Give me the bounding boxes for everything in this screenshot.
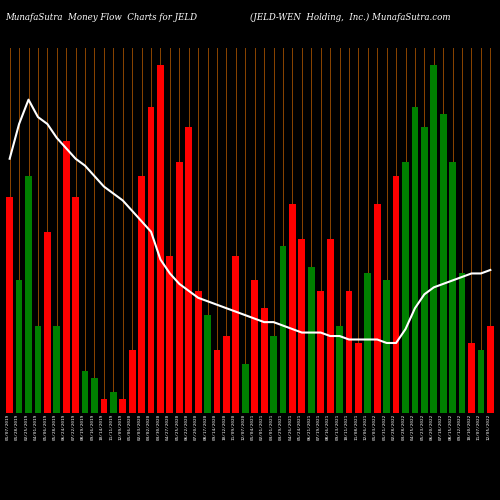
Bar: [421, 128, 428, 412]
Bar: [450, 162, 456, 412]
Bar: [280, 246, 286, 412]
Bar: [186, 128, 192, 412]
Bar: [204, 315, 211, 412]
Bar: [166, 256, 173, 412]
Bar: [260, 308, 268, 412]
Bar: [298, 238, 305, 412]
Bar: [82, 371, 88, 412]
Bar: [129, 350, 136, 412]
Bar: [336, 326, 343, 412]
Bar: [270, 336, 277, 412]
Bar: [157, 65, 164, 412]
Bar: [440, 114, 446, 412]
Bar: [374, 204, 380, 412]
Bar: [232, 256, 239, 412]
Bar: [44, 232, 51, 412]
Bar: [289, 204, 296, 412]
Bar: [25, 176, 32, 412]
Bar: [364, 274, 371, 412]
Bar: [120, 398, 126, 412]
Bar: [355, 343, 362, 412]
Bar: [110, 392, 116, 412]
Bar: [138, 176, 145, 412]
Bar: [176, 162, 182, 412]
Bar: [34, 326, 42, 412]
Bar: [91, 378, 98, 412]
Bar: [63, 142, 70, 412]
Bar: [468, 343, 475, 412]
Bar: [195, 291, 202, 412]
Bar: [16, 280, 22, 412]
Bar: [72, 197, 79, 412]
Bar: [6, 197, 13, 412]
Bar: [384, 280, 390, 412]
Bar: [412, 106, 418, 412]
Bar: [478, 350, 484, 412]
Bar: [214, 350, 220, 412]
Bar: [242, 364, 248, 412]
Bar: [100, 398, 107, 412]
Bar: [318, 291, 324, 412]
Bar: [54, 326, 60, 412]
Bar: [487, 326, 494, 412]
Bar: [430, 65, 437, 412]
Bar: [148, 106, 154, 412]
Bar: [346, 291, 352, 412]
Bar: [223, 336, 230, 412]
Bar: [252, 280, 258, 412]
Bar: [308, 266, 314, 412]
Text: (JELD-WEN  Holding,  Inc.) MunafaSutra.com: (JELD-WEN Holding, Inc.) MunafaSutra.com: [250, 12, 450, 22]
Bar: [458, 274, 466, 412]
Bar: [392, 176, 400, 412]
Bar: [402, 162, 409, 412]
Bar: [326, 238, 334, 412]
Text: MunafaSutra  Money Flow  Charts for JELD: MunafaSutra Money Flow Charts for JELD: [5, 12, 197, 22]
